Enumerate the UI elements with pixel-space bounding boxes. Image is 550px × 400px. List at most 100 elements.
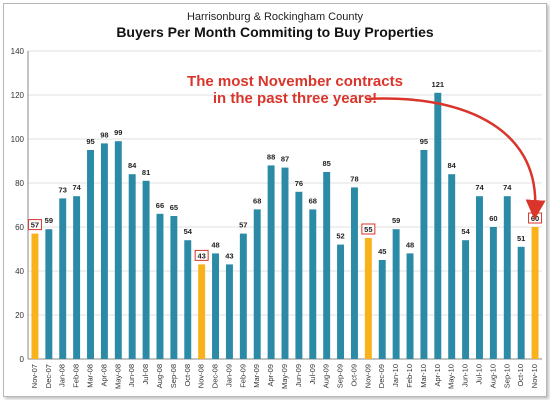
annotation-line-2: in the past three years! [213,90,377,107]
data-label-box [27,219,42,231]
bar-jan-09 [225,264,233,359]
bar-may-09 [281,167,289,359]
bar-dec-08 [212,253,220,359]
data-label: 48 [211,240,219,249]
data-label: 88 [267,152,275,161]
y-tick-labels: 0 20 40 60 80 100 120 140 [11,47,25,364]
data-label-box [361,223,376,235]
chart-subtitle: Harrisonburg & Rockingham County [187,11,364,23]
bar-apr-08 [100,143,108,359]
data-label: 74 [72,183,81,192]
bar-jul-10 [476,196,483,359]
data-label: 84 [448,161,457,170]
x-tick-label: Aug-09 [322,364,331,388]
bar-oct-08 [184,240,192,359]
bar-jun-08 [128,174,136,359]
x-tick-label: Nov-08 [197,364,206,388]
x-tick-label: Jun-10 [461,364,470,387]
bar-nov-08 [198,264,206,359]
chart-frame: Harrisonburg & Rockingham County Buyers … [3,3,547,397]
y-tick-label: 40 [15,267,24,276]
data-label: 54 [461,227,470,236]
x-tick-label: May-09 [280,364,289,389]
bar-aug-08 [156,213,164,359]
x-tick-label: Nov-10 [530,364,539,388]
bar-feb-09 [239,233,247,359]
x-tick-label: Mar-10 [419,364,428,388]
y-tick-label: 120 [11,91,25,100]
y-tick-label: 140 [11,47,25,56]
bar-nov-10 [531,227,539,359]
x-tick-label: Jul-08 [141,364,150,384]
data-label: 95 [86,137,94,146]
x-tick-label: Oct-09 [349,364,358,387]
x-tick-label: Apr-10 [433,364,442,387]
data-label: 55 [364,225,372,234]
bar-aug-10 [489,227,497,359]
data-label: 95 [420,137,428,146]
data-label: 76 [295,179,303,188]
bar-mar-10 [420,150,428,359]
bar-dec-09 [378,260,386,359]
data-label: 74 [475,183,484,192]
bar-may-08 [114,141,122,359]
bar-jun-09 [295,191,303,359]
bar-jul-09 [309,209,317,359]
x-tick-label: Jun-09 [294,364,303,387]
x-tick-label: Jan-09 [224,364,233,387]
y-tick-label: 80 [15,179,24,188]
data-label: 98 [100,130,108,139]
x-tick-label: May-10 [447,364,456,389]
x-tick-label: Sep-08 [169,364,178,388]
bar-jan-10 [392,229,400,359]
bar-sep-10 [503,196,511,359]
data-label: 68 [309,196,317,205]
annotation-arrow [365,97,546,220]
data-label: 87 [281,155,289,164]
x-tick-label: Aug-08 [155,364,164,388]
data-label: 48 [406,240,414,249]
bar-oct-10 [517,246,525,359]
data-label: 45 [378,247,386,256]
x-tick-label: May-08 [113,364,122,389]
x-tick-label: Dec-08 [211,364,220,388]
data-label: 65 [170,203,178,212]
x-tick-label: Jul-09 [308,364,317,384]
data-label: 81 [142,168,150,177]
bar-dec-07 [45,229,53,359]
data-label: 51 [517,234,525,243]
x-tick-label: Oct-08 [183,364,192,387]
x-tick-label: Dec-07 [44,364,53,388]
x-tick-label: Feb-09 [238,364,247,388]
chart-title: Buyers Per Month Commiting to Buy Proper… [116,24,434,40]
annotation: The most November contracts in the past … [187,73,546,220]
data-label: 57 [31,221,39,230]
data-label: 99 [114,128,122,137]
x-tick-label: Jul-10 [474,364,483,384]
bar-mar-08 [87,150,94,359]
data-label: 74 [503,183,512,192]
data-label: 54 [184,227,193,236]
bar-aug-09 [323,172,331,359]
x-tick-label: Jun-08 [127,364,136,387]
bar-sep-08 [170,216,178,359]
data-label: 59 [45,216,53,225]
bar-apr-09 [267,165,275,359]
bar-sep-09 [337,244,345,359]
data-label: 60 [531,214,539,223]
bar-jul-08 [142,180,150,359]
x-tick-label: Feb-08 [72,364,81,388]
x-tick-label: Jan-08 [58,364,67,387]
bar-nov-07 [31,233,39,359]
x-tick-labels: Nov-07 Dec-07 Jan-08 Feb-08 Mar-08 Apr-08 May-… [30,364,539,389]
x-tick-label: Mar-09 [252,364,261,388]
data-label: 68 [253,196,261,205]
bar-feb-08 [73,196,81,359]
x-tick-label: Oct-10 [516,364,525,387]
x-tick-label: Nov-09 [363,364,372,388]
data-label: 60 [489,214,497,223]
y-tick-label: 0 [20,355,25,364]
bar-may-10 [448,174,456,359]
x-tick-label: Sep-09 [336,364,345,388]
data-label: 84 [128,161,137,170]
